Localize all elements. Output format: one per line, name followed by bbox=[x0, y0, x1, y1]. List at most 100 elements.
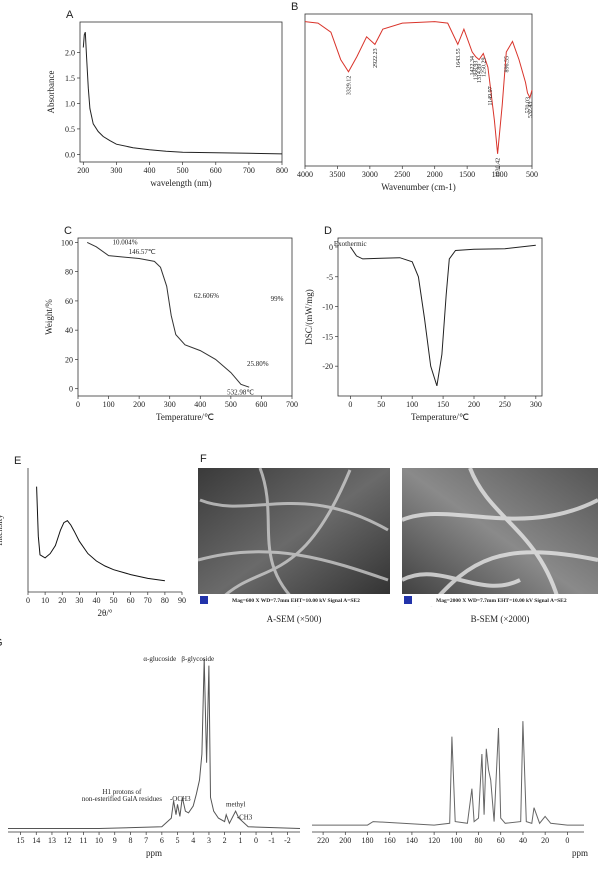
annotation: 532.98℃ bbox=[227, 388, 254, 396]
peak-label: 532.43 bbox=[528, 102, 534, 119]
x-tick-label: 2000 bbox=[427, 170, 443, 179]
x-tick-label: 4000 bbox=[297, 170, 313, 179]
x-tick-label: 20 bbox=[58, 596, 66, 605]
x-axis-label: wavelength (nm) bbox=[150, 178, 211, 188]
x-tick-label: 200 bbox=[133, 400, 145, 409]
panel-label: A bbox=[66, 9, 74, 21]
y-axis-label: DSC/(mW/mg) bbox=[304, 289, 314, 345]
data-line bbox=[349, 244, 536, 387]
x-tick-label: 300 bbox=[110, 166, 122, 175]
x-tick-label: 100 bbox=[406, 400, 418, 409]
panel-label: C bbox=[64, 225, 72, 237]
plot-frame bbox=[337, 237, 543, 397]
x-tick-label: 200 bbox=[468, 400, 480, 409]
data-line bbox=[312, 721, 584, 826]
peak-label: 1250.29 bbox=[481, 58, 487, 78]
peak-label: 1149.97 bbox=[488, 86, 494, 105]
x-axis-label: Wavenumber (cm-1) bbox=[381, 182, 456, 192]
panel-label: E bbox=[14, 455, 21, 467]
x-tick-label: 3000 bbox=[362, 170, 378, 179]
data-line bbox=[36, 486, 165, 582]
x-tick-label: 13 bbox=[48, 836, 56, 845]
x-tick-label: 100 bbox=[450, 836, 462, 845]
x-tick-label: 60 bbox=[127, 596, 135, 605]
x-tick-label: 600 bbox=[210, 166, 222, 175]
peak-label: 1422.34 bbox=[470, 56, 476, 76]
y-tick-label: 40 bbox=[65, 326, 73, 335]
x-tick-label: 5 bbox=[176, 836, 180, 845]
annotation: Exothermic bbox=[334, 240, 367, 248]
x-tick-label: 70 bbox=[144, 596, 152, 605]
x-tick-label: 10 bbox=[41, 596, 49, 605]
peak-label: 1030.42 bbox=[496, 158, 502, 178]
x-tick-label: 80 bbox=[161, 596, 169, 605]
peak-label: 2922.23 bbox=[373, 48, 379, 68]
x-tick-label: 200 bbox=[77, 166, 89, 175]
x-tick-label: 0 bbox=[254, 836, 258, 845]
x-tick-label: 400 bbox=[144, 166, 156, 175]
annotation: 10.004% bbox=[113, 238, 138, 246]
annotation: 99% bbox=[271, 295, 284, 303]
x-tick-label: 160 bbox=[384, 836, 396, 845]
x-axis-label: Temperature/℃ bbox=[411, 412, 469, 422]
x-tick-label: 50 bbox=[377, 400, 385, 409]
annotation: 25.80% bbox=[247, 360, 269, 368]
x-tick-label: 100 bbox=[103, 400, 115, 409]
x-tick-label: 600 bbox=[255, 400, 267, 409]
plot-frame bbox=[304, 13, 533, 167]
sem-caption: B-SEM (×2000) bbox=[471, 614, 530, 624]
x-tick-label: 30 bbox=[75, 596, 83, 605]
x-tick-label: 150 bbox=[437, 400, 449, 409]
annotation: 146.57℃ bbox=[129, 248, 156, 256]
annotation: -OCH3 bbox=[170, 795, 191, 803]
sem-image bbox=[198, 468, 390, 606]
annotation: -CH3 bbox=[237, 813, 253, 821]
x-axis-label: Temperature/℃ bbox=[156, 412, 214, 422]
x-tick-label: 8 bbox=[128, 836, 132, 845]
sem-fibers bbox=[197, 467, 389, 608]
y-tick-label: 0 bbox=[69, 385, 73, 394]
x-tick-label: 300 bbox=[530, 400, 542, 409]
annotation: H1 protons of bbox=[102, 788, 142, 796]
x-tick-label: 120 bbox=[428, 836, 440, 845]
annotation: methyl bbox=[226, 801, 245, 809]
x-tick-label: 2500 bbox=[394, 170, 410, 179]
data-line bbox=[82, 32, 283, 155]
x-tick-label: -2 bbox=[284, 836, 291, 845]
sem-caption: A-SEM (×500) bbox=[267, 614, 322, 624]
x-tick-label: 1 bbox=[238, 836, 242, 845]
y-tick-label: 0.0 bbox=[65, 150, 75, 159]
x-tick-label: 40 bbox=[519, 836, 527, 845]
panel-label: G bbox=[0, 637, 3, 649]
x-tick-label: 0 bbox=[348, 400, 352, 409]
panel-label: B bbox=[291, 1, 298, 13]
x-tick-label: 40 bbox=[92, 596, 100, 605]
x-tick-label: 12 bbox=[64, 836, 72, 845]
y-axis-label: Absorbance bbox=[46, 71, 56, 114]
y-axis-label: Weight/% bbox=[44, 299, 54, 335]
x-tick-label: 400 bbox=[194, 400, 206, 409]
y-tick-label: 1.0 bbox=[65, 99, 75, 108]
y-tick-label: -5 bbox=[326, 273, 333, 282]
x-tick-label: 11 bbox=[80, 836, 88, 845]
x-tick-label: -1 bbox=[268, 836, 275, 845]
y-tick-label: 0.5 bbox=[65, 125, 75, 134]
data-line bbox=[304, 21, 533, 154]
peak-label: 1643.55 bbox=[456, 48, 462, 68]
sem-info: Mag=2000 X WD=7.7mm EHT=10.00 kV Signal … bbox=[436, 598, 567, 604]
x-tick-label: 800 bbox=[276, 166, 288, 175]
sem-info: Mag=600 X WD=7.7mm EHT=10.00 kV Signal A… bbox=[232, 598, 360, 604]
x-tick-label: 14 bbox=[32, 836, 40, 845]
x-tick-label: 0 bbox=[76, 400, 80, 409]
annotation: α-glucoside bbox=[143, 655, 176, 663]
x-tick-label: 140 bbox=[406, 836, 418, 845]
sem-scale bbox=[200, 596, 208, 604]
x-tick-label: 15 bbox=[17, 836, 25, 845]
sem-scale bbox=[404, 596, 412, 604]
x-tick-label: 6 bbox=[160, 836, 164, 845]
x-tick-label: 300 bbox=[164, 400, 176, 409]
x-tick-label: 2 bbox=[223, 836, 227, 845]
panel-label: F bbox=[200, 453, 207, 465]
x-tick-label: 0 bbox=[26, 596, 30, 605]
x-tick-label: 7 bbox=[144, 836, 148, 845]
